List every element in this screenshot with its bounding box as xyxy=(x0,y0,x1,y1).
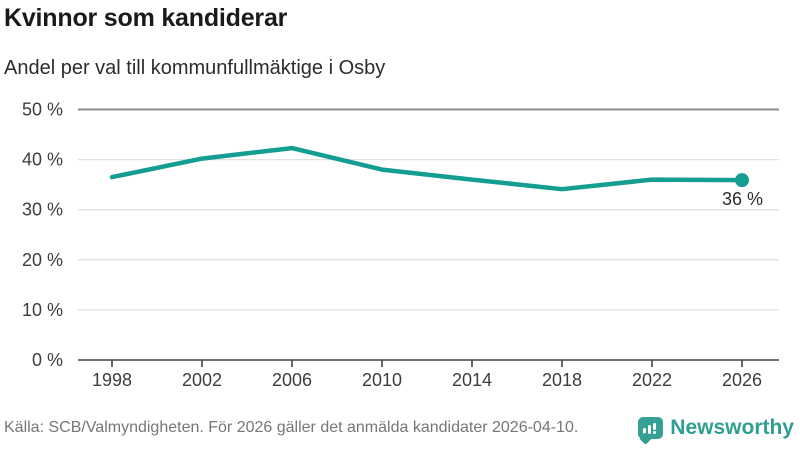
chart-subtitle: Andel per val till kommunfullmäktige i O… xyxy=(4,57,386,79)
x-tick-label: 2006 xyxy=(272,370,312,390)
y-tick-label: 40 % xyxy=(22,150,63,170)
y-tick-label: 10 % xyxy=(22,300,63,320)
x-tick-label: 2022 xyxy=(632,370,672,390)
newsworthy-bubble-barchart-icon xyxy=(638,417,664,439)
x-tick-label: 2002 xyxy=(182,370,222,390)
y-tick-label: 0 % xyxy=(32,350,63,370)
footer: Källa: SCB/Valmyndigheten. För 2026 gäll… xyxy=(0,412,800,450)
page-title: Kvinnor som kandiderar xyxy=(4,4,288,32)
y-tick-label: 50 % xyxy=(22,100,63,120)
end-value-label: 36 % xyxy=(722,189,763,209)
x-tick-label: 2014 xyxy=(452,370,492,390)
x-tick-label: 2026 xyxy=(722,370,762,390)
source-note: Källa: SCB/Valmyndigheten. För 2026 gäll… xyxy=(4,419,579,436)
end-point-marker xyxy=(735,173,749,188)
y-tick-label: 30 % xyxy=(22,200,63,220)
data-line-series xyxy=(109,145,745,192)
x-tick-label: 1998 xyxy=(92,370,132,390)
x-tick-label: 2010 xyxy=(362,370,402,390)
newsworthy-logo: Newsworthy xyxy=(638,416,796,440)
newsworthy-wordmark: Newsworthy xyxy=(670,416,794,439)
y-tick-label: 20 % xyxy=(22,250,63,270)
x-tick-label: 2018 xyxy=(542,370,582,390)
